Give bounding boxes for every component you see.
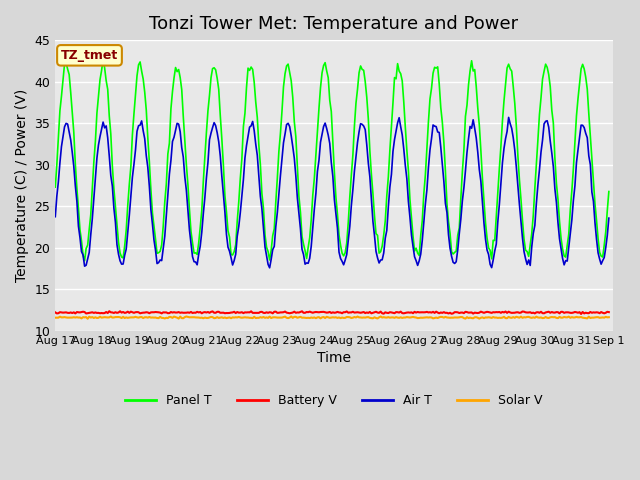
- Panel T: [247, 64, 255, 70]
- Panel T: [99, 56, 107, 62]
- Panel T: [220, 162, 227, 168]
- Text: TZ_tmet: TZ_tmet: [61, 49, 118, 62]
- Solar V: [296, 314, 304, 320]
- Air T: [605, 215, 612, 221]
- Solar V: [605, 314, 612, 320]
- Air T: [266, 265, 273, 271]
- Battery V: [577, 311, 585, 317]
- Air T: [216, 153, 224, 159]
- Y-axis label: Temperature (C) / Power (V): Temperature (C) / Power (V): [15, 89, 29, 282]
- Panel T: [296, 210, 304, 216]
- Line: Air T: Air T: [55, 118, 609, 268]
- Line: Solar V: Solar V: [55, 316, 609, 319]
- Battery V: [218, 310, 226, 316]
- Panel T: [51, 184, 59, 190]
- Solar V: [51, 315, 59, 321]
- Battery V: [295, 310, 303, 315]
- Solar V: [237, 314, 244, 320]
- Solar V: [218, 314, 226, 320]
- Air T: [51, 214, 59, 219]
- Air T: [119, 261, 127, 267]
- Line: Battery V: Battery V: [55, 311, 609, 314]
- Panel T: [81, 258, 88, 264]
- Air T: [295, 211, 303, 216]
- Title: Tonzi Tower Met: Temperature and Power: Tonzi Tower Met: Temperature and Power: [149, 15, 518, 33]
- Solar V: [246, 315, 253, 321]
- Line: Panel T: Panel T: [55, 59, 609, 261]
- Solar V: [287, 313, 295, 319]
- Panel T: [122, 227, 130, 233]
- Battery V: [246, 310, 253, 315]
- Battery V: [106, 308, 113, 314]
- Legend: Panel T, Battery V, Air T, Solar V: Panel T, Battery V, Air T, Solar V: [120, 389, 548, 412]
- Battery V: [237, 310, 244, 315]
- Air T: [505, 115, 513, 120]
- Panel T: [605, 189, 612, 194]
- Air T: [244, 133, 252, 139]
- Battery V: [121, 310, 129, 316]
- Air T: [577, 122, 585, 128]
- Panel T: [577, 66, 585, 72]
- Battery V: [576, 309, 584, 315]
- Battery V: [51, 310, 59, 315]
- Solar V: [577, 314, 585, 320]
- Panel T: [238, 156, 246, 162]
- Air T: [235, 224, 243, 229]
- Battery V: [605, 309, 612, 315]
- X-axis label: Time: Time: [317, 351, 351, 365]
- Solar V: [84, 316, 92, 322]
- Solar V: [121, 315, 129, 321]
